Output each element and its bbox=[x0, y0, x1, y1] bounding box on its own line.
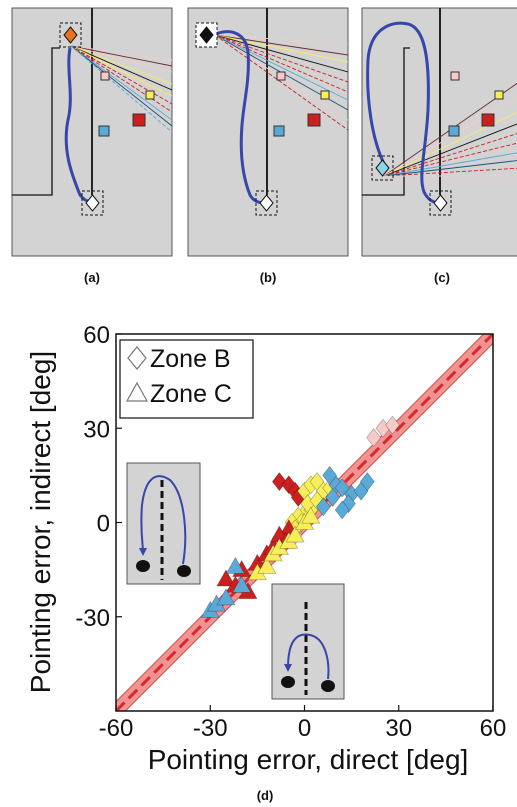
panel-a-end-box bbox=[81, 190, 104, 216]
panel-c-wall bbox=[362, 47, 410, 196]
panel-c-start-diamond bbox=[375, 159, 390, 177]
panel-a-walking-path bbox=[64, 47, 93, 204]
panel-a-target-red bbox=[132, 113, 146, 127]
panel-c: (c) bbox=[361, 7, 517, 285]
inset-round-trip bbox=[126, 462, 201, 585]
x-axis-label: Pointing error, direct [deg] bbox=[148, 744, 469, 775]
inset-round-trip-arrow-icon bbox=[139, 548, 147, 556]
zone-c-point bbox=[216, 569, 236, 587]
panel-c-walking-path bbox=[366, 21, 441, 205]
panel-a-pointing-rays bbox=[70, 45, 172, 133]
inset-short-detour-end-head bbox=[281, 676, 295, 688]
panel-a-start-box bbox=[59, 22, 82, 48]
panel-c-target-yellow bbox=[494, 90, 504, 100]
inset-short-detour-start-head bbox=[321, 680, 335, 692]
panel-c-label: (c) bbox=[434, 270, 450, 285]
zone-c-point bbox=[216, 588, 236, 606]
panel-d-label: (d) bbox=[257, 788, 274, 803]
y-tick-label: 30 bbox=[83, 416, 110, 443]
zone-b-point bbox=[334, 500, 350, 520]
panel-b-target-red bbox=[307, 113, 321, 127]
inset-short-detour-path bbox=[287, 633, 330, 680]
legend-triangle-icon bbox=[125, 381, 149, 402]
y-tick-label: 60 bbox=[83, 322, 110, 349]
x-tick-label: -30 bbox=[193, 715, 228, 742]
panel-b-target-pink bbox=[276, 71, 286, 81]
inset-round-trip-path bbox=[140, 475, 187, 565]
x-tick-label: 0 bbox=[298, 715, 311, 742]
y-tick-label: 0 bbox=[97, 511, 110, 538]
panel-c-target-blue bbox=[448, 125, 460, 137]
zone-c-point bbox=[232, 575, 252, 593]
zone-b-point bbox=[334, 478, 350, 498]
zone-c-point bbox=[225, 556, 245, 574]
panel-b-label: (b) bbox=[260, 270, 277, 285]
legend: Zone B Zone C bbox=[119, 339, 254, 419]
x-tick-label: 30 bbox=[385, 715, 412, 742]
zone-b-point bbox=[385, 415, 400, 435]
legend-label-zone-b: Zone B bbox=[150, 345, 231, 373]
zone-b-point bbox=[315, 497, 331, 517]
inset-round-trip-end-head bbox=[136, 560, 150, 572]
y-tick-label: -30 bbox=[75, 605, 110, 632]
panel-a-start-diamond bbox=[63, 26, 78, 44]
panel-b: (b) bbox=[187, 7, 349, 285]
path-panels: (a) bbox=[11, 7, 517, 285]
zone-c-point bbox=[301, 506, 321, 524]
panel-c-end-box bbox=[429, 190, 452, 216]
panel-c-target-pink bbox=[450, 71, 460, 81]
inset-short-detour-arrow-icon bbox=[284, 664, 292, 672]
panel-b-end-box bbox=[255, 190, 278, 216]
y-axis-label: Pointing error, indirect [deg] bbox=[25, 351, 56, 693]
legend-label-zone-c: Zone C bbox=[150, 380, 232, 408]
panel-a-label: (a) bbox=[84, 270, 100, 285]
zone-b-point bbox=[322, 465, 338, 485]
zone-c-point bbox=[257, 556, 277, 574]
panel-a-target-pink bbox=[100, 71, 110, 81]
x-tick-label: -60 bbox=[99, 715, 134, 742]
panel-b-walking-path bbox=[215, 30, 267, 205]
panel-a-end-diamond bbox=[85, 194, 100, 212]
panel-c-end-diamond bbox=[433, 194, 448, 212]
scatter-chart: Zone B Zone C -60 -30 0 30 60 -30 0 30 60 Pointi… bbox=[25, 322, 507, 803]
inset-round-trip-start-head bbox=[177, 565, 191, 577]
inset-short-detour bbox=[271, 583, 345, 700]
zone-c-point bbox=[285, 525, 305, 543]
zone-b-point bbox=[359, 472, 375, 492]
x-tick-label: 60 bbox=[480, 715, 507, 742]
zone-b-point bbox=[366, 428, 381, 448]
panel-a-wall bbox=[12, 47, 60, 196]
legend-diamond-icon bbox=[127, 346, 147, 370]
panel-a-target-blue bbox=[98, 125, 110, 137]
zone-b-point bbox=[325, 487, 341, 507]
panel-c-target-red bbox=[481, 113, 495, 127]
panel-b-end-diamond bbox=[259, 194, 274, 212]
panel-b-target-yellow bbox=[320, 90, 330, 100]
panel-b-start-diamond bbox=[199, 26, 214, 44]
panel-a: (a) bbox=[11, 7, 173, 285]
panel-c-start-box bbox=[371, 155, 394, 181]
panel-a-target-yellow bbox=[145, 90, 155, 100]
panel-b-target-blue bbox=[273, 125, 285, 137]
